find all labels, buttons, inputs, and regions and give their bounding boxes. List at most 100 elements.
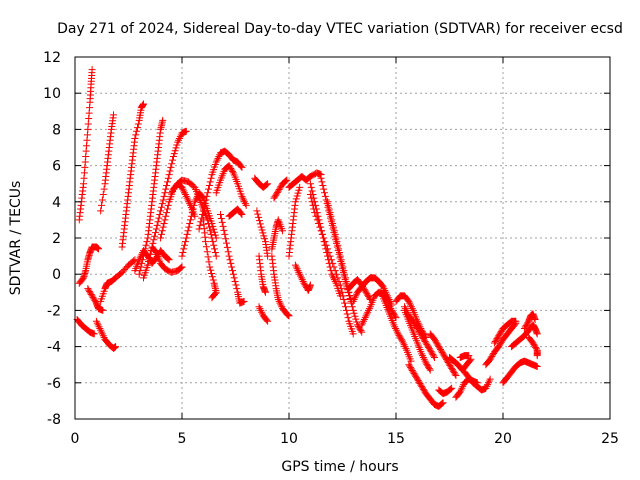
data-point xyxy=(163,178,171,186)
data-point xyxy=(97,207,105,215)
data-point xyxy=(292,195,300,203)
data-point xyxy=(496,329,504,337)
data-point xyxy=(446,361,454,369)
data-point xyxy=(160,192,168,200)
data-point xyxy=(294,189,302,197)
data-point xyxy=(351,312,359,320)
data-point xyxy=(161,216,169,224)
data-point xyxy=(336,252,344,260)
data-point xyxy=(317,227,325,235)
data-point xyxy=(157,207,165,215)
data-point xyxy=(401,303,409,311)
data-point xyxy=(349,330,357,338)
data-point xyxy=(306,281,314,289)
data-point xyxy=(97,326,105,334)
data-point xyxy=(365,293,373,301)
series-arc-51 xyxy=(499,357,541,387)
series-arc-2 xyxy=(75,243,103,287)
series-arc-29 xyxy=(285,183,304,260)
data-point xyxy=(291,198,299,206)
data-point xyxy=(426,366,434,374)
data-point xyxy=(310,205,318,213)
data-point xyxy=(171,147,179,155)
data-point xyxy=(191,198,199,206)
data-point xyxy=(307,194,315,202)
data-point xyxy=(347,299,355,307)
data-point xyxy=(445,360,453,368)
data-point xyxy=(139,100,147,108)
data-point xyxy=(486,355,494,363)
data-point xyxy=(211,248,219,256)
data-point xyxy=(351,294,359,302)
data-point xyxy=(165,256,173,264)
data-point xyxy=(172,144,180,152)
data-point xyxy=(110,111,118,119)
data-point xyxy=(496,330,504,338)
data-point xyxy=(112,343,120,351)
data-point xyxy=(352,292,360,300)
data-point xyxy=(338,288,346,296)
data-point xyxy=(487,354,495,362)
data-point xyxy=(414,377,422,385)
data-point xyxy=(315,220,323,228)
data-point xyxy=(215,153,223,161)
series-arc-5 xyxy=(92,317,120,352)
data-point xyxy=(333,270,341,278)
data-point xyxy=(362,312,370,320)
data-point xyxy=(277,301,285,309)
series-arc-33 xyxy=(324,198,366,336)
data-point xyxy=(330,227,338,235)
data-point xyxy=(365,306,373,314)
data-point xyxy=(436,344,444,352)
data-point xyxy=(145,258,153,266)
data-point xyxy=(202,243,210,251)
data-point xyxy=(164,201,172,209)
data-point xyxy=(417,330,425,338)
data-point xyxy=(467,355,475,363)
data-point xyxy=(199,207,207,215)
series-arc-54 xyxy=(525,334,541,360)
y-tick-label: 6 xyxy=(52,159,61,175)
data-point xyxy=(157,203,165,211)
data-point xyxy=(426,346,434,354)
data-point xyxy=(240,297,248,305)
data-point xyxy=(205,258,213,266)
data-point xyxy=(530,340,538,348)
data-point xyxy=(263,180,271,188)
data-point xyxy=(363,290,371,298)
data-point xyxy=(170,150,178,158)
data-point xyxy=(440,351,448,359)
data-point xyxy=(276,184,284,192)
data-point xyxy=(209,222,217,230)
data-point xyxy=(329,259,337,267)
series-arc-47 xyxy=(460,368,494,394)
data-point xyxy=(196,221,204,229)
data-point xyxy=(257,223,265,231)
data-point xyxy=(482,384,490,392)
x-tick-label: 5 xyxy=(178,431,187,447)
data-point xyxy=(279,227,287,235)
data-point xyxy=(490,339,498,347)
data-point xyxy=(179,248,187,256)
data-point xyxy=(398,337,406,345)
data-point xyxy=(178,252,186,260)
data-point xyxy=(208,269,216,277)
data-point xyxy=(512,317,520,325)
x-tick-labels: 0 5 10 15 20 25 xyxy=(71,431,619,447)
data-point xyxy=(402,344,410,352)
data-point xyxy=(185,223,193,231)
series-arc-3 xyxy=(75,66,96,224)
series-arc-9 xyxy=(135,116,167,278)
data-point xyxy=(254,210,262,218)
data-point xyxy=(130,257,138,265)
y-tick-label: 8 xyxy=(52,122,61,138)
series-arc-28 xyxy=(285,169,325,191)
data-point xyxy=(408,366,416,374)
data-point xyxy=(146,250,154,258)
data-point xyxy=(364,291,372,299)
data-point xyxy=(409,317,417,325)
data-point xyxy=(180,245,188,253)
data-point xyxy=(420,336,428,344)
data-point xyxy=(340,296,348,304)
data-point xyxy=(182,192,190,200)
